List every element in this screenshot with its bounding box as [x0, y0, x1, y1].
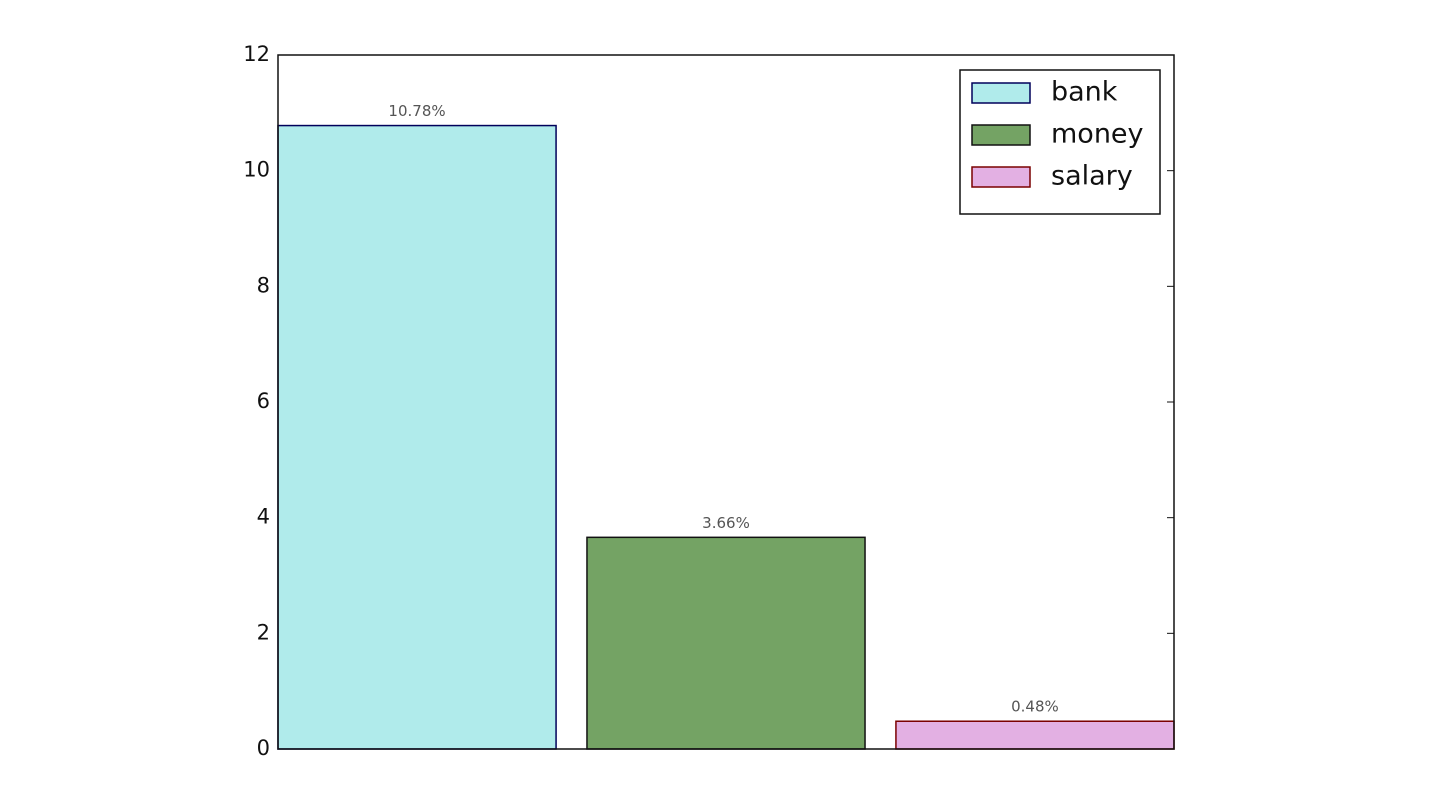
bar — [277, 124, 557, 750]
plot-frame — [277, 54, 1175, 750]
y-tick-label: 12 — [243, 42, 270, 66]
bar — [586, 536, 866, 750]
legend-label: bank — [1051, 77, 1118, 108]
y-tick-label: 10 — [243, 158, 270, 182]
value-label: 3.66% — [702, 514, 750, 532]
y-tick-label: 6 — [257, 389, 270, 413]
legend-label: money — [1051, 119, 1144, 150]
legend-label: salary — [1051, 161, 1133, 192]
bar — [895, 720, 1175, 750]
legend-swatch — [971, 124, 1031, 146]
y-tick-label: 2 — [257, 620, 270, 644]
legend-swatch — [971, 82, 1031, 104]
y-tick-label: 8 — [257, 273, 270, 297]
y-tick-label: 0 — [257, 736, 270, 760]
legend: bank money salary — [959, 69, 1161, 215]
y-tick-label: 4 — [257, 505, 270, 529]
value-label: 0.48% — [1011, 698, 1059, 716]
legend-swatch — [971, 166, 1031, 188]
value-label: 10.78% — [388, 102, 445, 120]
